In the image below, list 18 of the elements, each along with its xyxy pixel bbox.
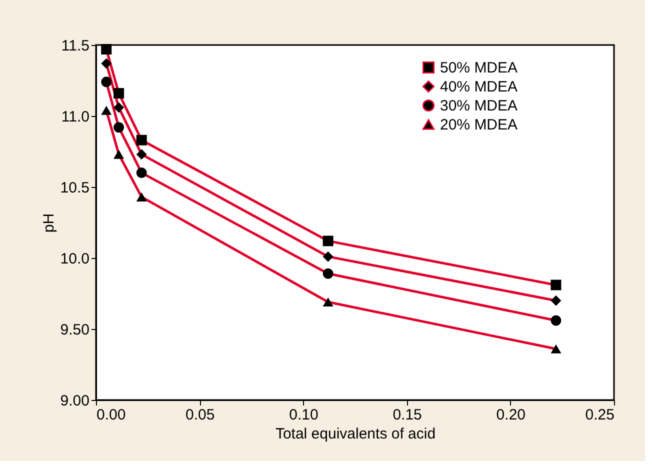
y-axis-title: pH <box>40 213 58 233</box>
x-tick-label: 0.15 <box>392 406 422 424</box>
y-tick-label: 9.00 <box>60 392 90 410</box>
y-tick-label: 9.50 <box>60 322 90 338</box>
x-axis-title: Total equivalents of acid <box>275 426 436 442</box>
y-tick-label: 10.0 <box>60 250 90 268</box>
y-tick-label: 11.5 <box>61 38 90 54</box>
x-tick-label: 0.20 <box>496 406 526 424</box>
x-tick-label: 0.25 <box>585 406 614 424</box>
x-tick-label: 0.00 <box>96 406 126 424</box>
legend-label: 20% MDEA <box>440 116 518 134</box>
legend-label: 40% MDEA <box>440 78 518 96</box>
y-tick-label: 10.5 <box>60 180 90 196</box>
y-tick-label: 11.0 <box>61 108 90 126</box>
x-tick-label: 0.05 <box>186 406 215 424</box>
legend-label: 50% MDEA <box>440 60 518 76</box>
x-tick-label: 0.10 <box>289 406 318 424</box>
legend-label: 30% MDEA <box>440 98 518 114</box>
